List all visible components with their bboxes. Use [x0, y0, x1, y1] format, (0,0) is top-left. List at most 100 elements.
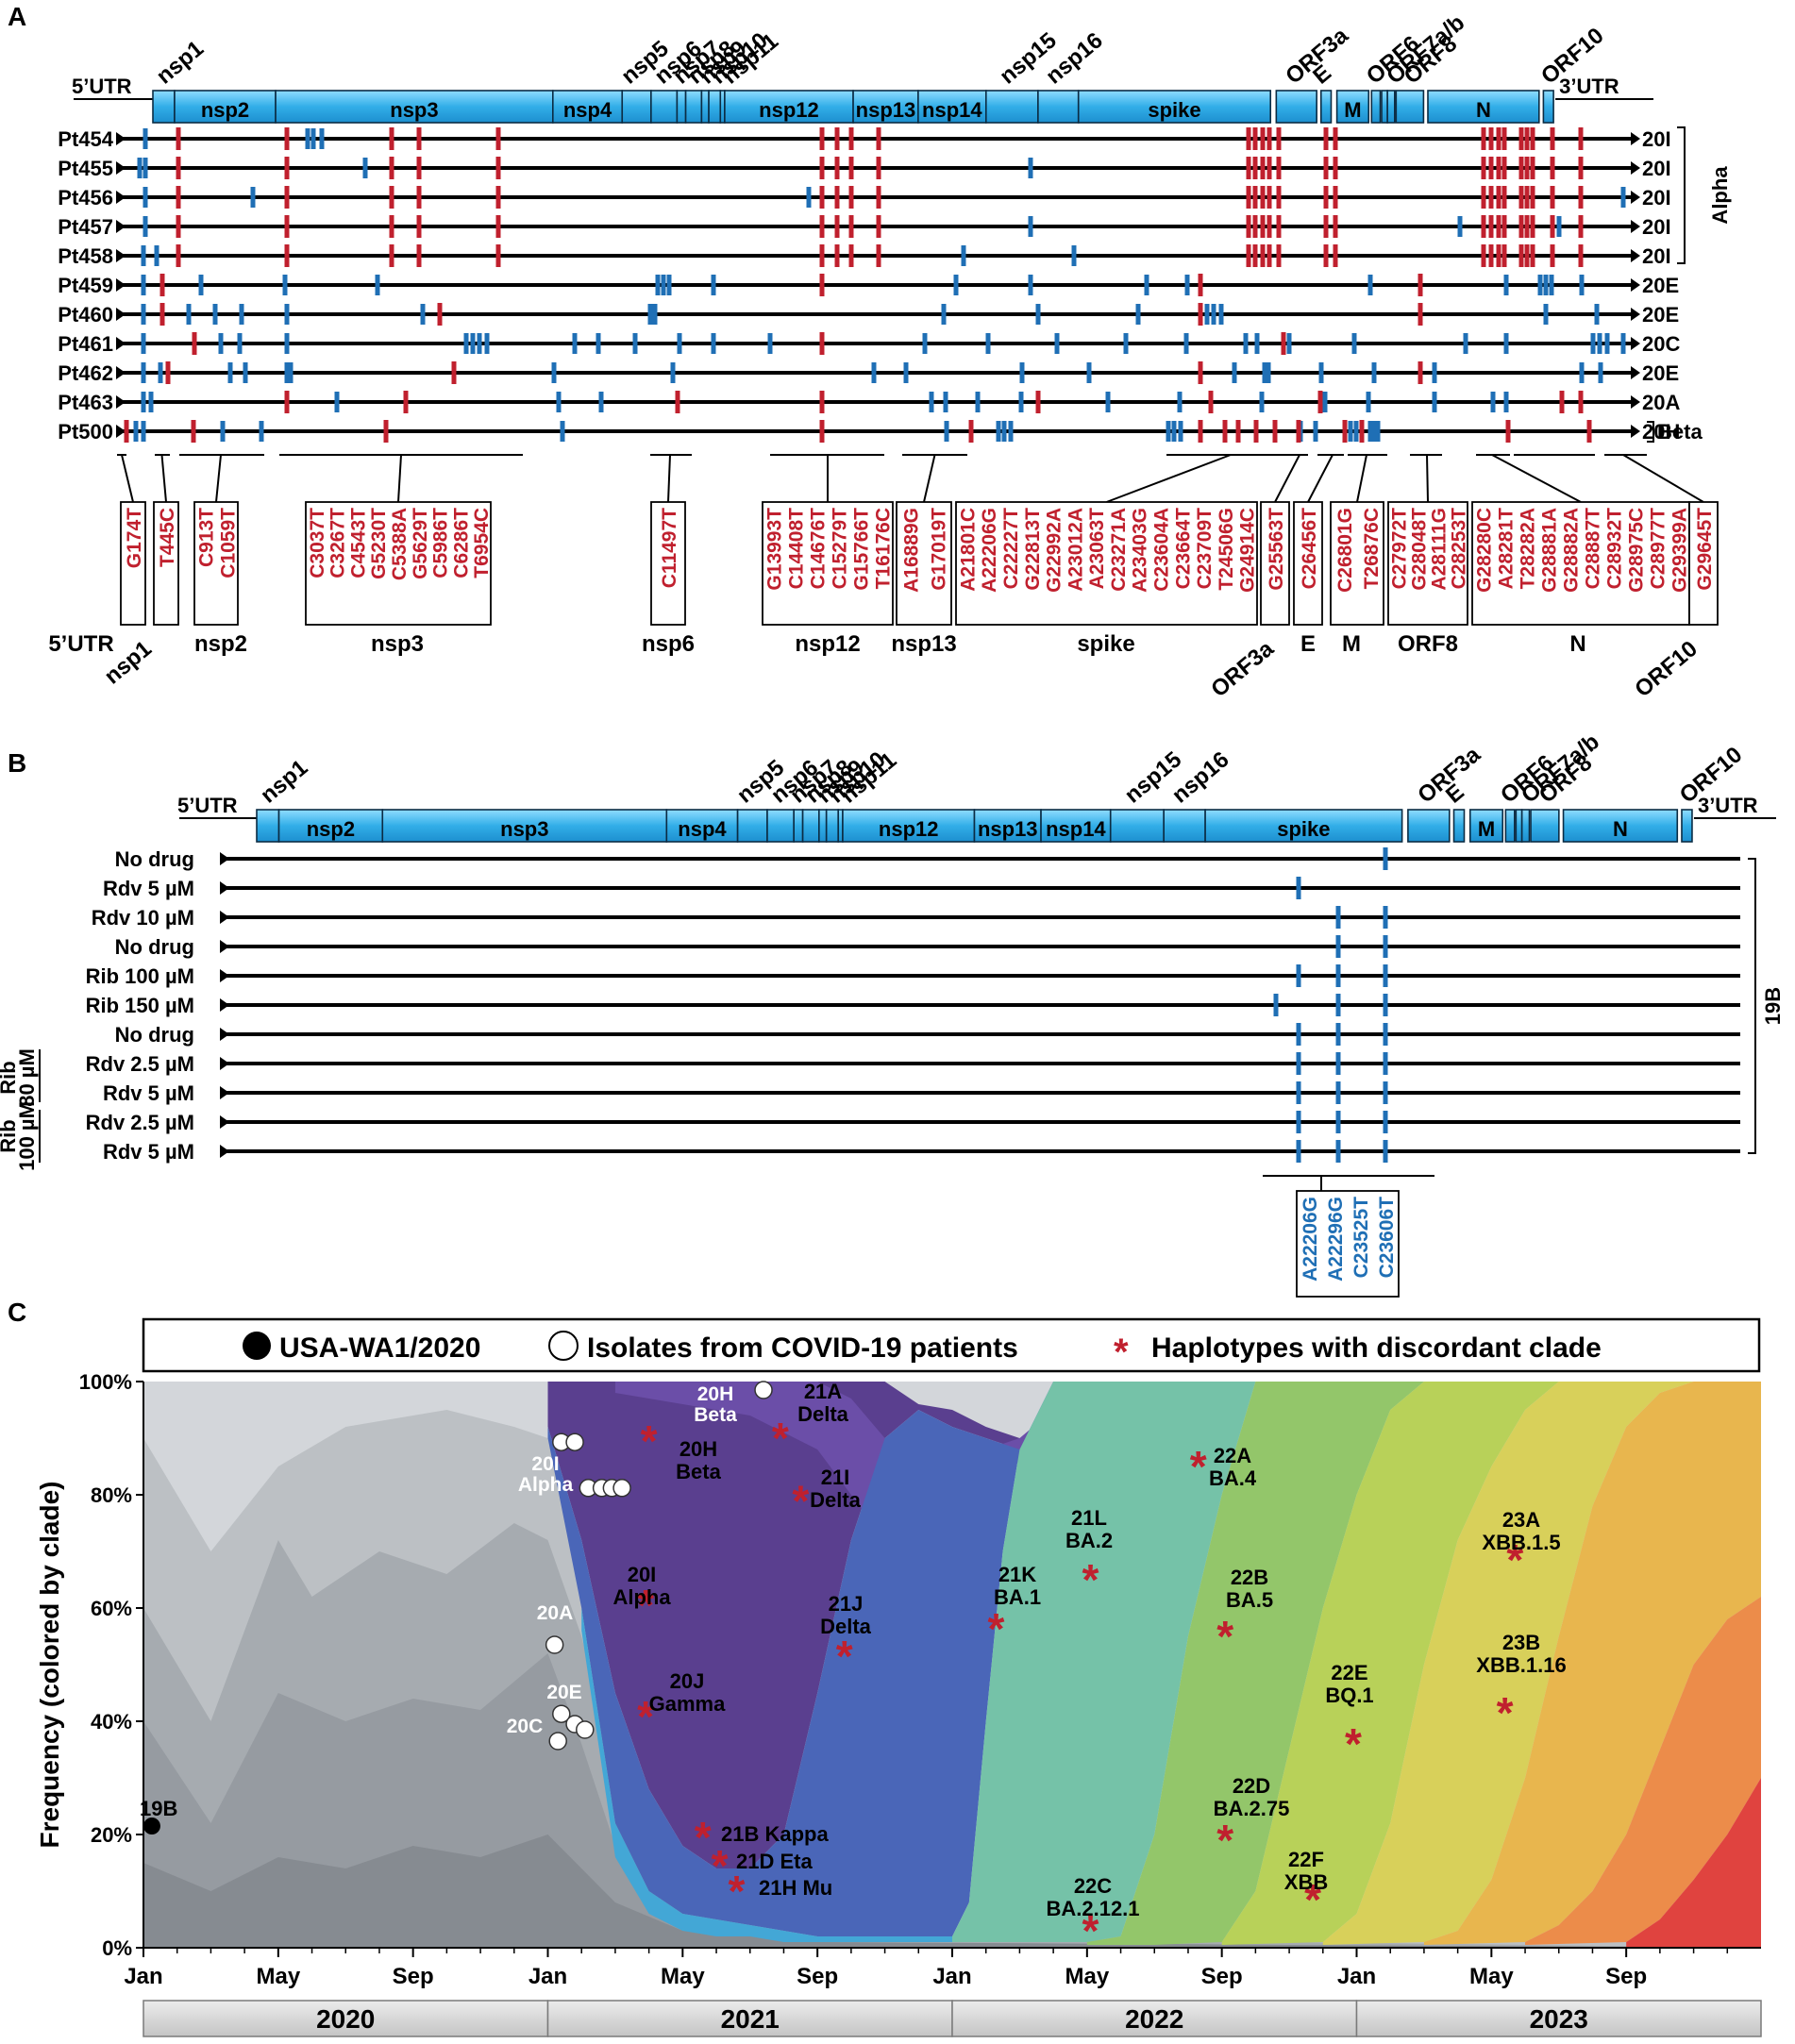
- drug-mutation-mark: [1273, 994, 1279, 1016]
- gene-orf7b: [1386, 90, 1396, 124]
- clonal-mutation-mark: [1559, 391, 1565, 413]
- unique-mutation-mark: [1028, 275, 1033, 295]
- legend-box: [142, 1317, 1761, 1373]
- clade-area-23a-xbb15: [1423, 1382, 1761, 1945]
- clonal-mutation-mark: [1198, 303, 1203, 326]
- clonal-mutation-mark: [1496, 244, 1501, 267]
- gene-e: [1452, 809, 1466, 843]
- mutation-label: C14676T: [808, 508, 830, 590]
- unique-mutation-mark: [944, 421, 949, 442]
- unique-mutation-mark: [1543, 275, 1549, 295]
- haplotype-asterisk: *: [772, 1414, 789, 1463]
- clonal-mutation-mark: [1418, 303, 1423, 326]
- unique-mutation-mark: [1254, 333, 1260, 354]
- mutation-label: C1059T: [218, 508, 240, 578]
- clonal-mutation-mark: [1235, 420, 1241, 443]
- clonal-mutation-mark: [159, 274, 165, 296]
- year-label: 2021: [721, 2004, 780, 2034]
- mutation-label: C26456T: [1299, 508, 1320, 590]
- connector-line: [121, 454, 134, 503]
- gene-nsp2: [277, 809, 384, 843]
- clonal-mutation-mark: [1333, 244, 1338, 267]
- unique-mutation-mark: [1211, 304, 1216, 325]
- clade-label: 20I: [1642, 157, 1671, 180]
- clonal-mutation-mark: [1501, 127, 1507, 150]
- unique-mutation-mark: [198, 275, 204, 295]
- rib80-label-b: 80 µM: [15, 1048, 39, 1107]
- clonal-mutation-mark: [819, 420, 825, 443]
- clonal-mutation-mark: [1333, 157, 1338, 179]
- clade-area-21-delta: [547, 1382, 1761, 1936]
- clonal-mutation-mark: [191, 420, 196, 443]
- clonal-mutation-mark: [1252, 215, 1258, 238]
- legend-wa1: USA-WA1/2020: [279, 1332, 480, 1364]
- unique-mutation-mark: [1490, 392, 1496, 412]
- clonal-mutation-mark: [495, 215, 501, 238]
- track-end-arrow: [1631, 425, 1640, 438]
- connector-line: [923, 454, 936, 503]
- region-label: nsp13: [891, 631, 956, 657]
- unique-mutation-mark: [806, 187, 812, 208]
- drug-mutation-mark: [1383, 964, 1388, 987]
- clonal-mutation-mark: [848, 244, 854, 267]
- drug-mutation-label: A22206G: [1300, 1197, 1321, 1282]
- clade-label: 20C: [1642, 332, 1680, 356]
- x-tick-label: Sep: [797, 1964, 838, 1989]
- clonal-mutation-mark: [1518, 157, 1524, 179]
- unique-mutation-mark: [1028, 216, 1033, 237]
- unique-mutation-mark: [141, 362, 146, 383]
- clonal-mutation-mark: [876, 244, 881, 267]
- patient-label: Pt461: [58, 332, 113, 356]
- clonal-mutation-mark: [834, 186, 840, 209]
- clonal-mutation-mark: [819, 157, 825, 179]
- haplotype-clade: 21I: [821, 1466, 850, 1489]
- clonal-mutation-mark: [1501, 186, 1507, 209]
- unique-mutation-mark: [1028, 158, 1033, 178]
- haplotype-label: 21H Mu: [759, 1876, 832, 1900]
- region-label: nsp6: [642, 631, 695, 657]
- clonal-mutation-mark: [819, 391, 825, 413]
- unique-mutation-mark: [1503, 275, 1509, 295]
- clonal-mutation-mark: [1488, 127, 1494, 150]
- clonal-mutation-mark: [1550, 186, 1555, 209]
- clonal-mutation-mark: [1518, 127, 1524, 150]
- clonal-mutation-mark: [1578, 215, 1584, 238]
- haplotype-asterisk: *: [1190, 1442, 1207, 1491]
- unique-mutation-mark: [1105, 392, 1111, 412]
- unique-mutation-mark: [1266, 362, 1271, 383]
- clonal-mutation-mark: [1530, 244, 1535, 267]
- clonal-mutation-mark: [437, 303, 443, 326]
- mutation-label: A21801C: [957, 508, 979, 592]
- clade-label: 20H: [1642, 420, 1680, 444]
- clade-19b-label: 19B: [1761, 987, 1785, 1025]
- haplotype-name: Beta: [676, 1460, 721, 1483]
- legend-haplotypes: Haplotypes with discordant clade: [1151, 1332, 1602, 1364]
- mutation-box: [1387, 501, 1468, 626]
- drug-label: Rib 100 µM: [86, 964, 194, 988]
- clonal-mutation-mark: [1198, 420, 1203, 443]
- connector-line: [1106, 454, 1232, 503]
- track-end-arrow: [1631, 308, 1640, 321]
- clonal-mutation-mark: [834, 157, 840, 179]
- haplotype-clade: 22B: [1231, 1566, 1268, 1589]
- gene-nsp1: [256, 809, 280, 843]
- gene-nsp9: [700, 90, 710, 124]
- alpha-bracket-label: Alpha: [1708, 166, 1732, 225]
- drug-mutation-mark: [1335, 1052, 1341, 1075]
- region-label: ORF8: [1398, 631, 1458, 657]
- y-tick-label: 0%: [102, 1936, 132, 1960]
- unique-mutation-mark: [141, 275, 146, 295]
- isolate-label-beta: 20H: [697, 1383, 734, 1405]
- clonal-mutation-mark: [1578, 157, 1584, 179]
- clonal-mutation-mark: [495, 127, 501, 150]
- connector-line: [215, 454, 222, 503]
- track-end-arrow: [1631, 395, 1640, 409]
- track-end-arrow: [1631, 132, 1640, 145]
- gene-nsp6: [650, 90, 679, 124]
- unique-mutation-mark: [943, 392, 948, 412]
- clonal-mutation-mark: [1501, 157, 1507, 179]
- clonal-mutation-mark: [383, 420, 389, 443]
- mutation-label: C23664T: [1172, 508, 1194, 590]
- clonal-mutation-mark: [1501, 244, 1507, 267]
